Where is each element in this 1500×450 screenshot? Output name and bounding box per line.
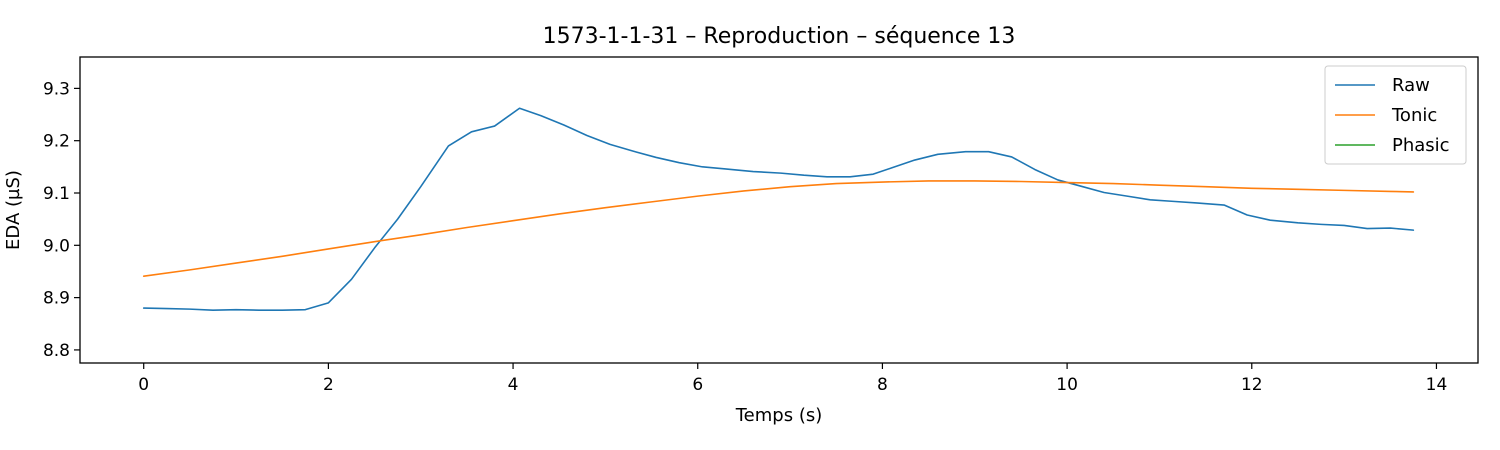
x-tick-label: 12 [1241, 375, 1263, 395]
chart-title: 1573-1-1-31 – Reproduction – séquence 13 [543, 24, 1016, 49]
x-tick-label: 10 [1056, 375, 1078, 395]
x-tick-label: 14 [1426, 375, 1448, 395]
plot-area: 0 2 4 6 8 10 12 14 8.8 8.9 9.0 9.1 9.2 9.3 [43, 56, 1479, 395]
x-tick-label: 0 [138, 375, 149, 395]
y-tick-label: 8.8 [43, 341, 70, 361]
y-tick-label: 9.1 [43, 184, 70, 204]
y-axis-ticks: 8.8 8.9 9.0 9.1 9.2 9.3 [43, 79, 80, 361]
y-tick-label: 9.2 [43, 132, 70, 152]
x-axis-ticks: 0 2 4 6 8 10 12 14 [138, 363, 1447, 395]
y-tick-label: 9.3 [43, 79, 70, 99]
y-tick-label: 9.0 [43, 236, 70, 256]
legend-label-phasic: Phasic [1392, 135, 1450, 156]
axes-frame [79, 56, 1479, 364]
legend: Raw Tonic Phasic [1324, 65, 1467, 165]
x-tick-label: 4 [508, 375, 519, 395]
legend-entries: Raw Tonic Phasic [1335, 75, 1450, 156]
series-line-tonic [142, 180, 1415, 277]
legend-label-raw: Raw [1392, 75, 1430, 96]
series-layer [142, 107, 1415, 311]
legend-box [1324, 65, 1467, 165]
x-tick-label: 2 [323, 375, 334, 395]
x-tick-label: 8 [877, 375, 888, 395]
series-line-raw [142, 107, 1415, 311]
y-tick-label: 8.9 [43, 289, 70, 309]
legend-label-tonic: Tonic [1391, 105, 1437, 126]
y-axis-label: EDA (µS) [3, 170, 24, 250]
x-axis-label: Temps (s) [735, 405, 823, 426]
x-tick-label: 6 [692, 375, 703, 395]
